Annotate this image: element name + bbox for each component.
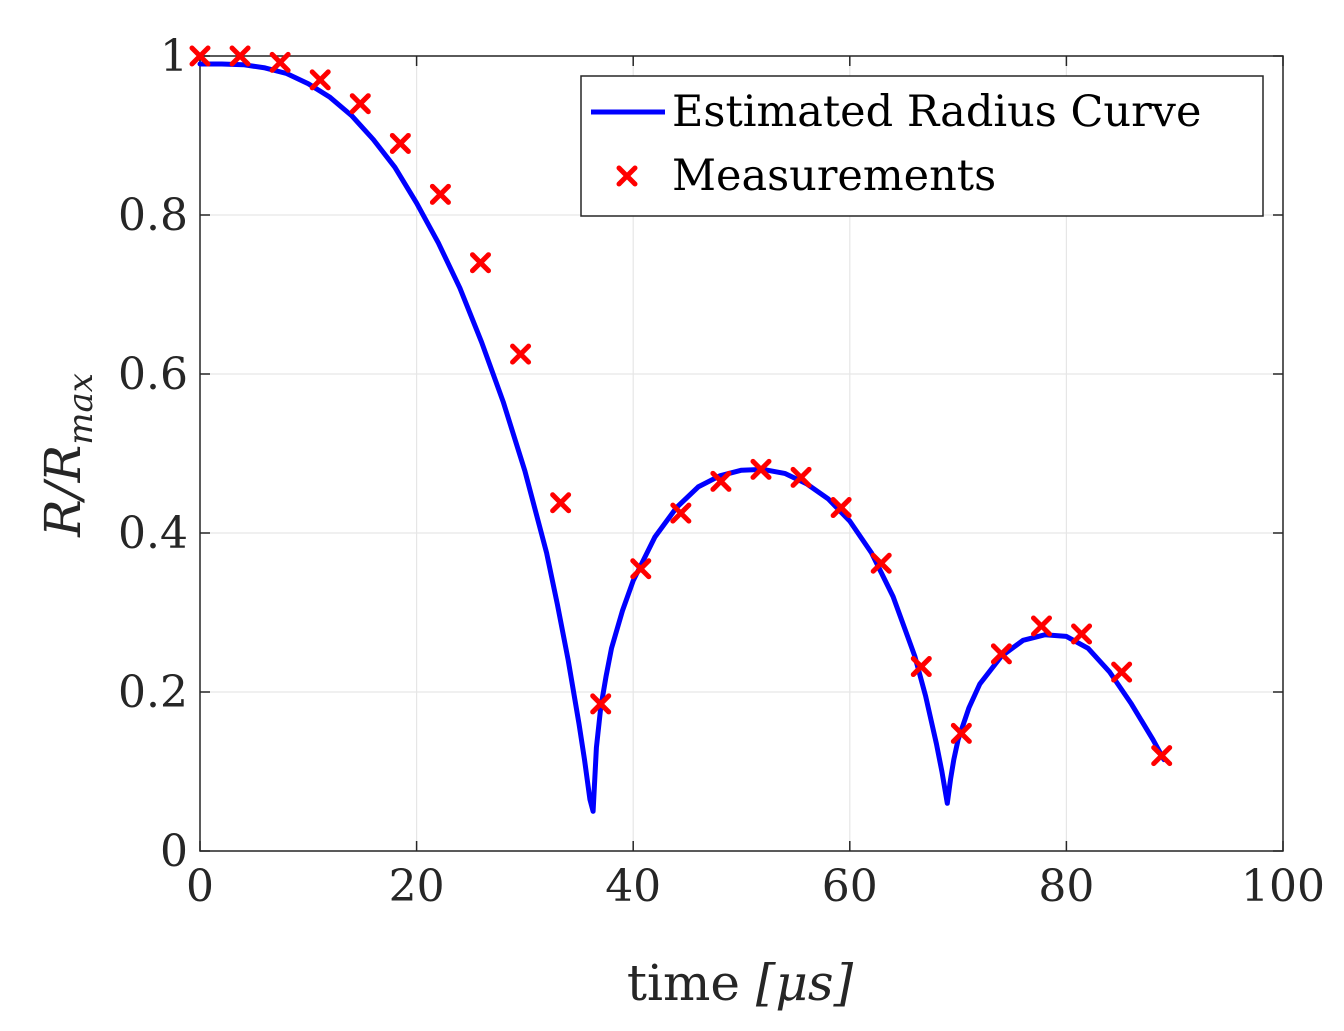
axis-ticks: 0 20 40 60 80 100 0 0.2 0.4 0.6 0.8 1 (118, 31, 1325, 912)
measurement-marker (309, 69, 331, 91)
x-axis-label: time [μs] (627, 954, 854, 1012)
measurement-marker (429, 183, 451, 205)
y-axis-label-main: R/R (34, 445, 92, 538)
measurement-marker (950, 722, 972, 744)
y-axis-label-sub: max (61, 373, 101, 445)
legend-marker-swatch (616, 165, 638, 187)
measurement-marker (630, 558, 652, 580)
x-tick-label: 20 (389, 861, 445, 912)
x-tick-label: 80 (1038, 861, 1094, 912)
measurement-marker (389, 132, 411, 154)
y-tick-label: 0.2 (118, 667, 188, 718)
measurement-marker (1030, 615, 1052, 637)
measurement-marker (910, 656, 932, 678)
x-tick-label: 40 (605, 861, 661, 912)
x-axis-label-unit: [μs] (756, 954, 854, 1012)
y-tick-label: 1 (160, 31, 188, 82)
measurement-marker (349, 93, 371, 115)
x-axis-label-main: time (627, 954, 756, 1012)
y-tick-label: 0.8 (118, 190, 188, 241)
measurement-marker (469, 252, 491, 274)
measurement-marker (830, 497, 852, 519)
measurement-marker (510, 343, 532, 365)
measurement-marker (990, 643, 1012, 665)
y-tick-label: 0.6 (118, 349, 188, 400)
measurement-marker (710, 470, 732, 492)
measurement-marker (750, 458, 772, 480)
measurement-marker (189, 45, 211, 67)
x-tick-label: 100 (1241, 861, 1325, 912)
measurement-marker (1071, 623, 1093, 645)
legend-label-curve: Estimated Radius Curve (672, 87, 1201, 137)
measurement-marker (1111, 661, 1133, 683)
legend-box (580, 75, 1264, 217)
measurement-marker (790, 466, 812, 488)
measurement-marker (229, 45, 251, 67)
estimated-radius-curve (197, 61, 1167, 814)
y-axis-label: R/Rmax (34, 373, 101, 538)
legend-label-measurements: Measurements (672, 151, 996, 201)
y-tick-label: 0 (160, 826, 188, 877)
legend: Estimated Radius Curve Measurements (580, 75, 1264, 217)
measurement-marker (590, 693, 612, 715)
plot-area-frame (199, 55, 1284, 852)
measurement-marker (550, 492, 572, 514)
data-layer (189, 45, 1173, 814)
measurement-marker (269, 51, 291, 73)
measurement-marker (670, 502, 692, 524)
x-tick-label: 60 (822, 861, 878, 912)
y-tick-label: 0.4 (118, 508, 188, 559)
measurement-marker (1151, 745, 1173, 767)
measurement-marker (870, 552, 892, 574)
x-tick-label: 0 (186, 861, 214, 912)
